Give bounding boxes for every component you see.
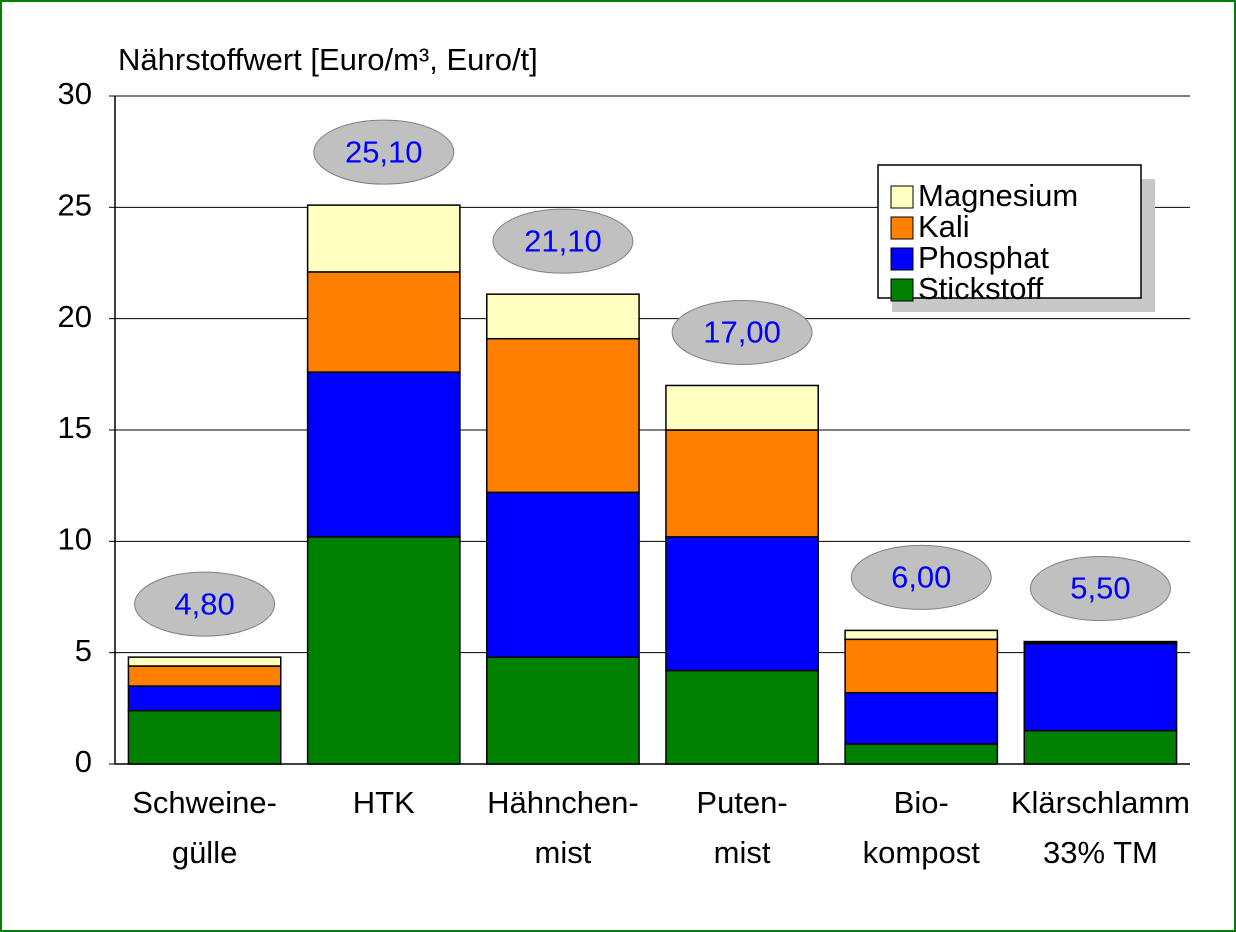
y-tick-label: 30 (58, 76, 92, 111)
total-badge (313, 119, 455, 185)
x-tick-label: Schweine- (132, 785, 277, 820)
total-badge (1029, 556, 1171, 622)
legend-label: Kali (918, 209, 970, 244)
bar-segment (844, 638, 999, 694)
bar-segment (665, 384, 819, 431)
total-label: 21,10 (524, 223, 602, 258)
legend-label: Stickstoff (918, 271, 1044, 306)
bar-segment (486, 656, 640, 765)
y-tick-label: 15 (58, 410, 92, 445)
bar-segment (486, 491, 640, 658)
x-tick-label: Bio- (894, 785, 949, 820)
bar-segment (306, 271, 461, 373)
bar-segment (486, 337, 640, 494)
total-badge (492, 208, 634, 274)
legend-label: Magnesium (918, 178, 1078, 213)
bar-segment (306, 204, 461, 273)
total-badge (671, 299, 813, 365)
total-label: 4,80 (174, 586, 234, 621)
y-tick-label: 25 (58, 188, 92, 223)
total-label: 25,10 (345, 134, 423, 169)
x-tick-label: gülle (172, 835, 238, 870)
bar-segment (665, 536, 819, 672)
x-tick-label: 33% TM (1043, 835, 1158, 870)
legend-swatch (890, 247, 914, 271)
y-tick-label: 5 (75, 633, 92, 668)
bar-segment (306, 371, 461, 538)
total-badge (134, 571, 276, 637)
bar-segment (127, 709, 282, 765)
x-tick-label: mist (714, 835, 771, 870)
legend-swatch (890, 278, 914, 302)
bar-segment (1023, 640, 1178, 644)
bar-segment (486, 293, 640, 340)
bar-segment (665, 429, 819, 538)
y-tick-label: 20 (58, 299, 92, 334)
y-tick-label: 10 (58, 522, 92, 557)
bar-segment (844, 691, 999, 745)
bar-segment (844, 629, 999, 641)
chart-title: Nährstoffwert [Euro/m³, Euro/t] (118, 42, 538, 77)
legend-swatch (890, 185, 914, 209)
total-label: 5,50 (1070, 571, 1130, 606)
x-tick-label: kompost (863, 835, 981, 870)
bar-segment (306, 536, 461, 765)
bar-segment (127, 665, 282, 687)
legend-label: Phosphat (918, 240, 1049, 275)
y-tick-label: 0 (75, 744, 92, 779)
total-label: 6,00 (891, 560, 951, 595)
bar-segment (1023, 729, 1178, 765)
bar-segment (1023, 643, 1178, 732)
x-tick-label: mist (535, 835, 592, 870)
x-tick-label: HTK (353, 785, 415, 820)
bar-segment (127, 685, 282, 712)
total-label: 17,00 (703, 315, 781, 350)
bar-segment (665, 669, 819, 765)
bar-segment (844, 743, 999, 765)
x-tick-label: Hähnchen- (487, 785, 639, 820)
bar-segment (127, 656, 282, 667)
total-badge (850, 544, 992, 610)
legend (877, 164, 1142, 299)
x-tick-label: Puten- (696, 785, 787, 820)
legend-swatch (890, 216, 914, 240)
x-tick-label: Klärschlamm (1011, 785, 1190, 820)
